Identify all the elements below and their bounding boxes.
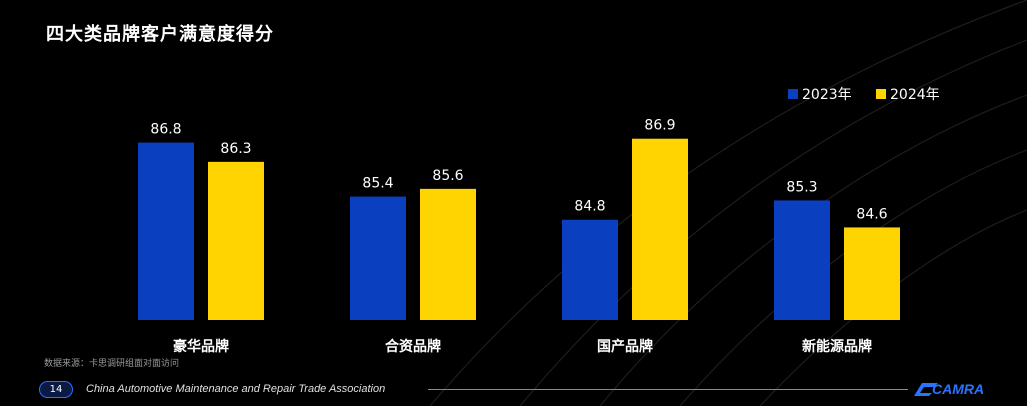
bar-2023-1	[350, 196, 406, 320]
legend-label: 2024年	[890, 87, 940, 103]
bar-2023-3	[774, 200, 830, 320]
footer-divider	[428, 389, 908, 390]
value-label: 86.3	[220, 141, 251, 157]
bar-2023-0	[138, 142, 194, 320]
page-title: 四大类品牌客户满意度得分	[46, 24, 274, 45]
value-label: 85.6	[432, 168, 463, 184]
value-label: 85.4	[362, 176, 393, 192]
footer: 14 China Automotive Maintenance and Repa…	[0, 374, 1027, 406]
bars-group	[138, 138, 900, 320]
value-labels-group: 86.8 86.3 85.4 85.6 84.8 86.9 85.3 84.6	[150, 118, 887, 223]
legend-swatch-2023	[788, 89, 798, 99]
category-labels-group: 豪华品牌 合资品牌 国产品牌 新能源品牌	[173, 338, 872, 355]
value-label: 86.9	[644, 118, 675, 134]
bar-2024-1	[420, 188, 476, 320]
bar-2024-0	[208, 161, 264, 320]
value-label: 86.8	[150, 122, 181, 138]
category-label: 国产品牌	[597, 338, 653, 355]
value-label: 85.3	[786, 179, 817, 195]
association-name: China Automotive Maintenance and Repair …	[86, 383, 386, 395]
legend-label: 2023年	[802, 87, 852, 103]
value-label: 84.8	[574, 199, 605, 215]
logo-text: CAMRA	[932, 381, 984, 397]
source-note: 数据来源：卡思调研组面对面访问	[44, 359, 180, 369]
category-label: 豪华品牌	[173, 338, 229, 355]
legend-swatch-2024	[876, 89, 886, 99]
value-label: 84.6	[856, 206, 887, 222]
bar-2024-3	[844, 227, 900, 320]
bar-2024-2	[632, 138, 688, 320]
bar-2023-2	[562, 219, 618, 320]
page-number-badge: 14	[39, 381, 73, 398]
category-label: 合资品牌	[385, 338, 441, 355]
category-label: 新能源品牌	[802, 338, 872, 355]
legend: 2023年 2024年	[788, 87, 940, 103]
camra-logo: CAMRA	[914, 381, 984, 397]
